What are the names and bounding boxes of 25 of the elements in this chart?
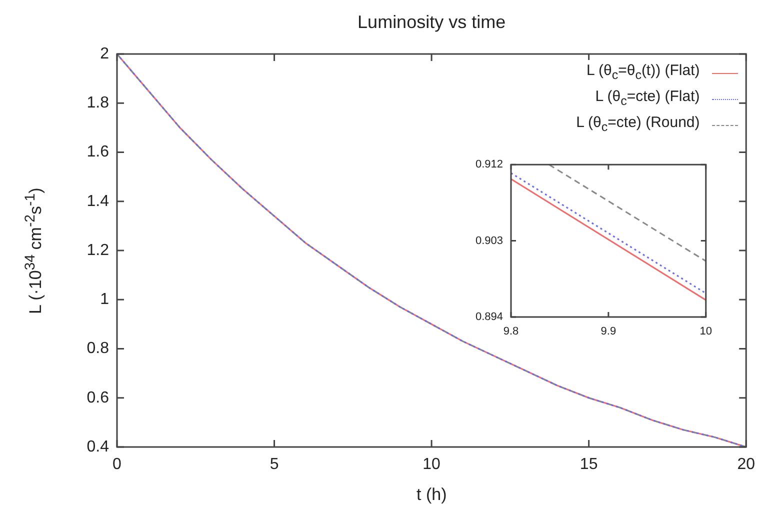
y-tick-label: 2 xyxy=(100,45,110,62)
x-tick-label: 0 xyxy=(112,456,122,474)
y-tick-label: 1 xyxy=(100,291,110,308)
y-tick-label: 1.8 xyxy=(86,94,110,112)
y-tick-label: 0.894 xyxy=(475,311,503,324)
x-tick-label: 9.8 xyxy=(503,326,519,338)
y-tick-label: 1.2 xyxy=(86,242,110,259)
x-tick-label: 20 xyxy=(737,456,756,474)
x-axis-title: t (h) xyxy=(416,485,447,505)
x-tick-label: 10 xyxy=(700,326,712,338)
y-tick-label: 0.912 xyxy=(475,158,503,171)
chart-title: Luminosity vs time xyxy=(358,12,506,33)
y-tick-label: 1.6 xyxy=(86,144,110,161)
y-tick-label: 0.8 xyxy=(86,340,110,358)
y-tick-label: 1.4 xyxy=(86,192,110,210)
y-tick-label: 0.4 xyxy=(86,438,110,456)
x-tick-label: 15 xyxy=(580,456,598,474)
x-tick-label: 9.9 xyxy=(600,326,616,338)
legend-label: L (θ$_{c}$=θ$_{c}$(t)) (Flat) xyxy=(586,61,700,84)
x-tick-label: 10 xyxy=(422,456,441,474)
legend-label: L (θ$_{c}$=cte) (Round) xyxy=(576,113,700,136)
y-tick-label: 0.903 xyxy=(475,234,503,247)
legend-label: L (θ$_{c}$=cte) (Flat) xyxy=(595,87,700,110)
y-tick-label: 0.6 xyxy=(86,389,110,406)
x-tick-label: 5 xyxy=(270,456,279,474)
